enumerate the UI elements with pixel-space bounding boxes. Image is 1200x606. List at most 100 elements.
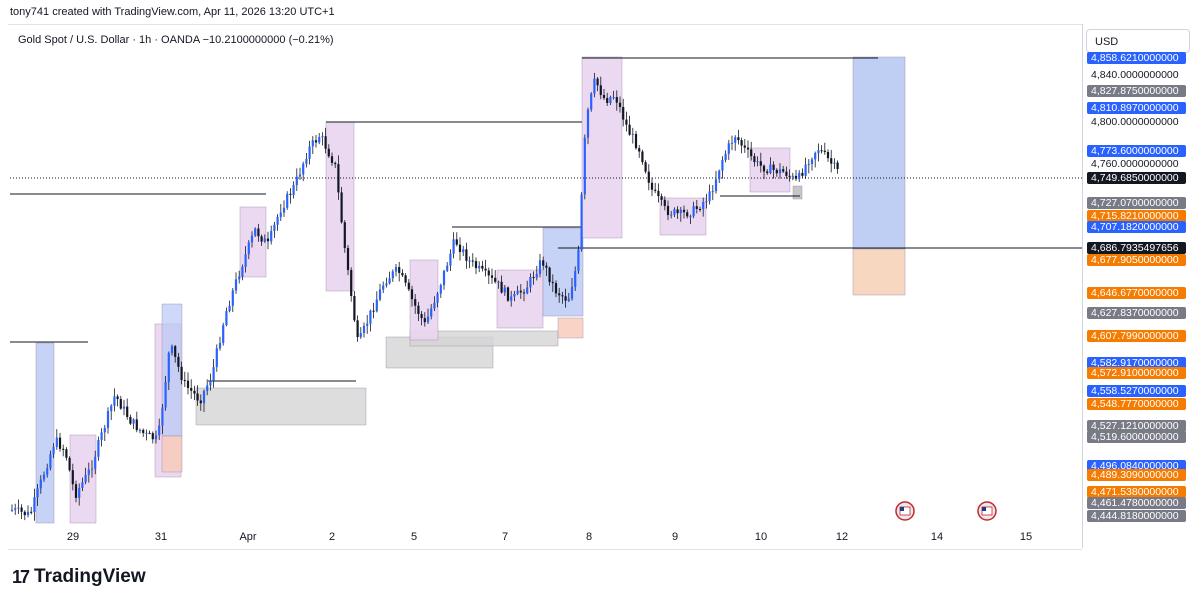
candle-body [487,270,490,276]
chart-zone [581,56,623,239]
candle-body [30,511,33,513]
candle-body [132,419,135,424]
candle-body [468,260,471,262]
candle-body [458,244,462,252]
candle-body [574,270,577,287]
candle-body [286,193,289,208]
candle-body [503,287,506,293]
candle-body [228,305,231,312]
candle-body [788,175,791,177]
time-tick: 10 [754,531,768,543]
us-flag-event-icon [982,507,986,511]
candle-body [529,277,532,288]
candle-body [244,254,247,267]
candle-body [36,488,39,498]
candle-body [698,208,702,210]
candle-body [398,267,401,273]
price-label: 4,627.8370000000 [1087,307,1186,319]
candle-body [106,411,110,428]
candle-body [356,320,359,338]
price-label: 4,707.1820000000 [1087,221,1186,233]
candle-body [138,429,142,431]
tradingview-logo[interactable]: 17 TradingView [12,566,146,588]
candle-body [442,270,446,286]
candle-body [250,235,254,243]
time-tick: Apr [239,531,257,543]
candle-body [641,151,644,163]
candle-body [481,265,484,269]
tradingview-logo-icon: 17 [12,566,30,587]
candle-body [116,396,119,400]
candle-body [577,249,580,271]
price-label: 4,572.9100000000 [1087,367,1186,379]
candle-body [798,172,801,179]
candle-body [625,119,628,125]
candle-body [161,407,164,426]
candle-body [174,346,177,357]
candle-body [167,353,170,383]
chart-zone [161,435,183,473]
price-chart[interactable] [0,0,1082,548]
candle-body [785,171,788,176]
candle-body [465,249,468,261]
candle-body [724,153,727,161]
candle-body [404,275,407,283]
candle-body [266,238,270,242]
candle-body [526,287,529,294]
candle-body [55,437,58,447]
candle-body [801,172,804,176]
candle-body [439,285,442,294]
candle-body [471,260,474,262]
candle-body [270,230,273,242]
candle-body [298,174,302,177]
candle-body [634,133,638,149]
candle-body [14,508,17,510]
candle-body [94,456,97,469]
candle-body [804,164,807,176]
candle-body [366,323,369,326]
candle-body [772,164,775,170]
candle-body [452,239,455,254]
price-label: 4,773.6000000000 [1087,145,1186,157]
chart-zone [161,303,183,437]
candle-body [122,406,126,409]
time-tick: 8 [585,531,593,543]
candle-body [535,273,538,278]
candle-body [334,162,337,165]
candle-body [260,236,263,242]
candle-body [830,158,833,164]
candle-body [500,281,503,293]
time-tick: 7 [501,531,509,543]
chart-zone [557,317,584,339]
candle-body [231,290,234,306]
candle-body [414,299,417,306]
candle-body [705,201,708,203]
candle-body [794,175,798,179]
candle-body [148,432,151,434]
candle-body [711,191,714,193]
candle-body [401,272,404,276]
candle-body [666,205,670,216]
time-tick: 14 [930,531,944,543]
price-label: 4,686.7935497656 [1087,242,1186,254]
brand-name: TradingView [34,566,146,587]
price-label: 4,548.7770000000 [1087,398,1186,410]
chart-pane[interactable] [8,24,1082,550]
candle-body [599,85,602,96]
chart-attribution: tony741 created with TradingView.com, Ap… [10,6,335,18]
candle-body [817,150,820,154]
candle-body [196,393,199,401]
candle-body [702,201,705,210]
candle-body [225,311,228,326]
candle-body [142,429,145,434]
candle-body [289,193,292,195]
currency-button[interactable]: USD [1086,29,1190,53]
candle-body [807,163,810,165]
price-label: 4,646.6770000000 [1087,287,1186,299]
candle-body [474,261,478,269]
candle-body [756,161,759,163]
price-label: 4,471.5380000000 [1087,486,1186,498]
symbol-legend[interactable]: Gold Spot / U.S. Dollar · 1h · OANDA −10… [18,34,334,46]
candle-body [218,342,222,349]
candle-body [177,356,180,367]
